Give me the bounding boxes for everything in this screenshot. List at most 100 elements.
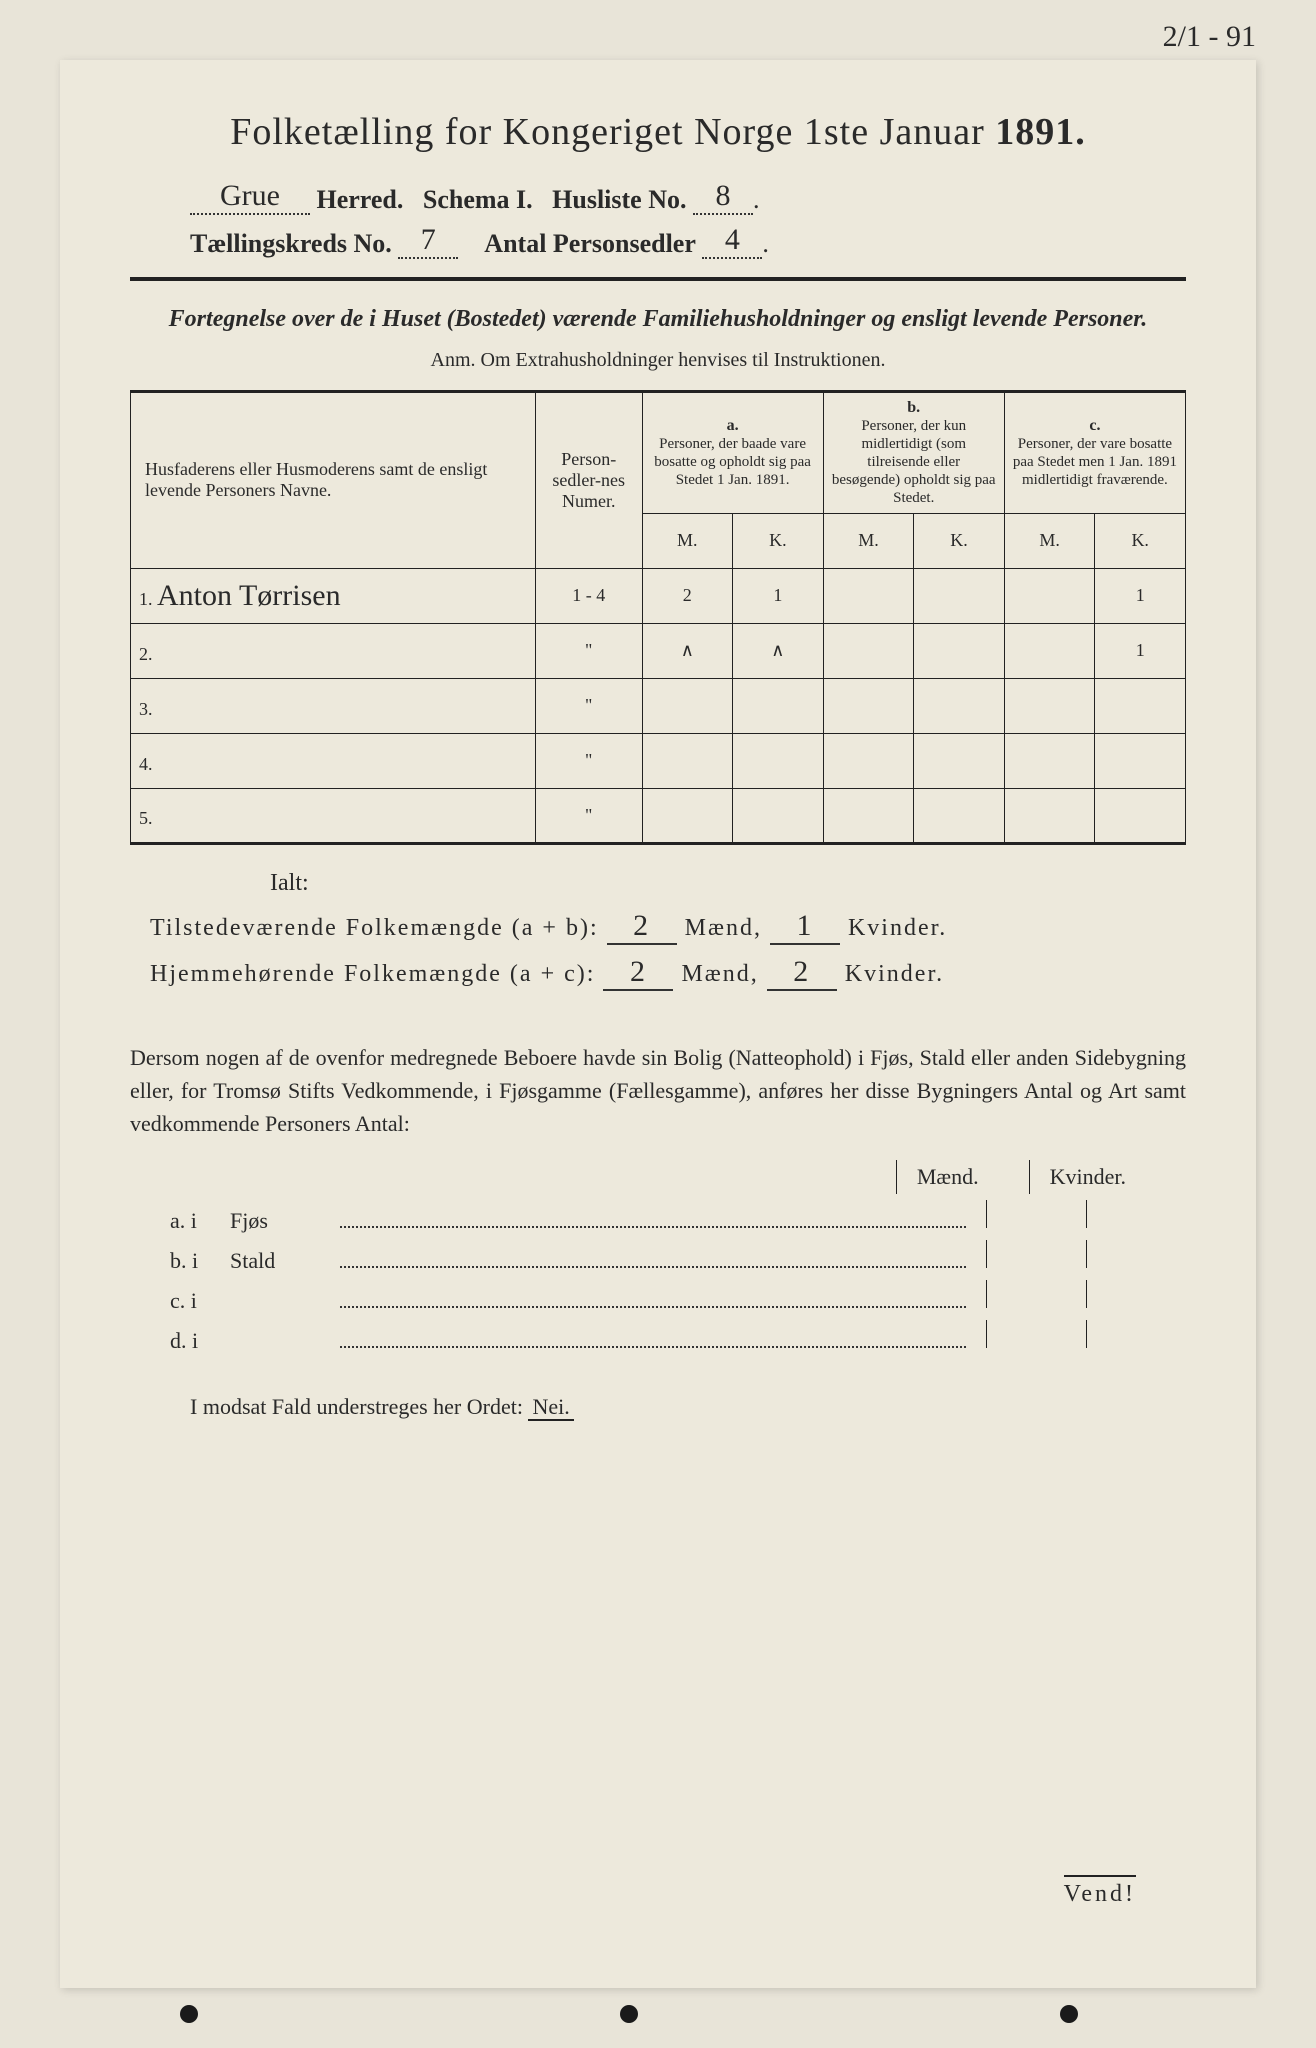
row-bk xyxy=(914,623,1005,678)
subtitle: Fortegnelse over de i Huset (Bostedet) v… xyxy=(130,303,1186,337)
row-ck xyxy=(1095,733,1186,788)
husliste-label: Husliste No. xyxy=(552,185,686,214)
antal-value: 4 xyxy=(702,223,762,259)
row-cm xyxy=(1004,788,1095,843)
col-a-m: M. xyxy=(642,513,733,568)
lettered-row: b. iStald xyxy=(170,1240,1186,1274)
sum2-k: 2 xyxy=(767,955,837,991)
dotted-line xyxy=(340,1326,966,1348)
col-b-k: K. xyxy=(914,513,1005,568)
col-a-label: a. xyxy=(651,417,815,435)
row-bk xyxy=(914,678,1005,733)
annotation-note: Anm. Om Extrahusholdninger henvises til … xyxy=(130,349,1186,372)
row-ak xyxy=(733,788,824,843)
sum2-label: Hjemmehørende Folkemængde (a + c): xyxy=(150,961,595,987)
row-numer: " xyxy=(535,623,642,678)
lettered-category: Fjøs xyxy=(230,1208,340,1234)
col-m xyxy=(986,1280,1086,1308)
col-c-text: Personer, der vare bosatte paa Stedet me… xyxy=(1013,435,1177,489)
sum2-m: 2 xyxy=(603,955,673,991)
col-names: Husfaderens eller Husmoderens samt de en… xyxy=(131,391,536,568)
corner-annotation: 2/1 - 91 xyxy=(1163,20,1256,54)
row-cm xyxy=(1004,568,1095,623)
row-bk xyxy=(914,568,1005,623)
row-cm xyxy=(1004,733,1095,788)
nei-line: I modsat Fald understreges her Ordet: Ne… xyxy=(190,1394,1186,1420)
kvinder-2: Kvinder. xyxy=(845,961,944,987)
sum1-label: Tilstedeværende Folkemængde (a + b): xyxy=(150,915,599,941)
col-m xyxy=(986,1240,1086,1268)
header-line-1: Grue Herred. Schema I. Husliste No. 8. xyxy=(130,179,1186,215)
lettered-label: d. i xyxy=(170,1328,230,1354)
mk-column-header: Mænd. Kvinder. xyxy=(130,1160,1146,1194)
table-row: 5. " xyxy=(131,788,1186,843)
row-am xyxy=(642,733,733,788)
row-ak: ∧ xyxy=(733,623,824,678)
row-ck: 1 xyxy=(1095,623,1186,678)
col-k xyxy=(1086,1280,1186,1308)
sum1-m: 2 xyxy=(607,909,677,945)
row-am: ∧ xyxy=(642,623,733,678)
col-c-m: M. xyxy=(1004,513,1095,568)
row-cm xyxy=(1004,678,1095,733)
row-name: 5. xyxy=(131,788,536,843)
row-bm xyxy=(823,623,914,678)
title-text: Folketælling for Kongeriget Norge 1ste J… xyxy=(230,111,985,153)
table-row: 3. " xyxy=(131,678,1186,733)
lettered-label: b. i xyxy=(170,1248,230,1274)
row-numer: " xyxy=(535,733,642,788)
maend-2: Mænd, xyxy=(681,961,758,987)
row-bm xyxy=(823,568,914,623)
lettered-label: a. i xyxy=(170,1208,230,1234)
lettered-row: c. i xyxy=(170,1280,1186,1314)
dotted-line xyxy=(340,1246,966,1268)
census-form-page: Folketælling for Kongeriget Norge 1ste J… xyxy=(60,60,1256,1988)
row-ak xyxy=(733,678,824,733)
header-line-2: Tællingskreds No. 7 Antal Personsedler 4… xyxy=(130,223,1186,259)
col-k xyxy=(1086,1320,1186,1348)
kvinder-1: Kvinder. xyxy=(848,915,947,941)
row-bm xyxy=(823,788,914,843)
col-numer: Person-sedler-nes Numer. xyxy=(535,391,642,568)
col-c: c. Personer, der vare bosatte paa Stedet… xyxy=(1004,391,1185,513)
lettered-category: Stald xyxy=(230,1248,340,1274)
kreds-value: 7 xyxy=(398,223,458,259)
row-am xyxy=(642,788,733,843)
page-title: Folketælling for Kongeriget Norge 1ste J… xyxy=(130,110,1186,154)
table-row: 2. "∧∧1 xyxy=(131,623,1186,678)
census-table: Husfaderens eller Husmoderens samt de en… xyxy=(130,390,1186,845)
col-b-text: Personer, der kun midlertidigt (som tilr… xyxy=(832,417,996,507)
row-ck xyxy=(1095,678,1186,733)
nei-word: Nei. xyxy=(528,1394,573,1421)
col-m xyxy=(986,1200,1086,1228)
schema-label: Schema I. xyxy=(423,185,533,214)
col-c-k: K. xyxy=(1095,513,1186,568)
mk-kvinder: Kvinder. xyxy=(1029,1160,1146,1194)
col-a-text: Personer, der baade vare bosatte og opho… xyxy=(651,435,815,489)
maend-1: Mænd, xyxy=(685,915,762,941)
punch-hole xyxy=(1060,2005,1078,2023)
row-bm xyxy=(823,678,914,733)
row-am xyxy=(642,678,733,733)
row-ck: 1 xyxy=(1095,568,1186,623)
row-numer: " xyxy=(535,678,642,733)
row-bm xyxy=(823,733,914,788)
row-numer: " xyxy=(535,788,642,843)
ialt-label: Ialt: xyxy=(270,870,1186,897)
row-name: 4. xyxy=(131,733,536,788)
sum-present: Tilstedeværende Folkemængde (a + b): 2 M… xyxy=(130,909,1186,945)
table-row: 4. " xyxy=(131,733,1186,788)
instruction-paragraph: Dersom nogen af de ovenfor medregnede Be… xyxy=(130,1041,1186,1140)
herred-value: Grue xyxy=(190,179,310,215)
kreds-label: Tællingskreds No. xyxy=(190,229,392,258)
nei-text: I modsat Fald understreges her Ordet: xyxy=(190,1394,523,1419)
col-a-k: K. xyxy=(733,513,824,568)
dotted-line xyxy=(340,1286,966,1308)
col-k xyxy=(1086,1240,1186,1268)
row-am: 2 xyxy=(642,568,733,623)
row-numer: 1 - 4 xyxy=(535,568,642,623)
col-k xyxy=(1086,1200,1186,1228)
title-year: 1891. xyxy=(995,111,1086,153)
sum1-k: 1 xyxy=(770,909,840,945)
col-c-label: c. xyxy=(1013,417,1177,435)
